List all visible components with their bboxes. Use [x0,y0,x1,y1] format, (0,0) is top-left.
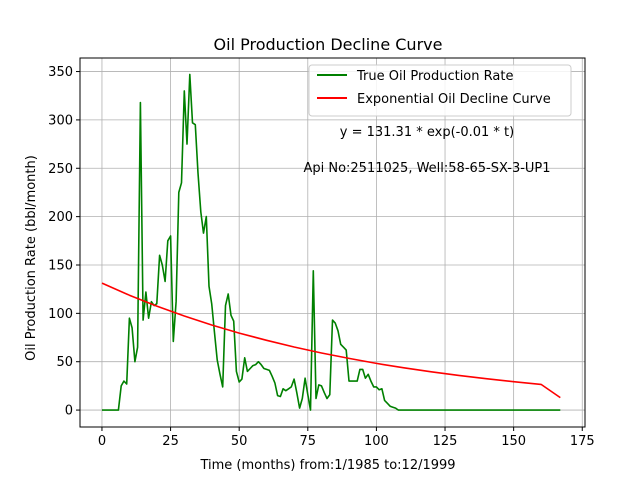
x-axis-ticks: 0 25 50 75 100 125 150 175 [98,427,595,449]
annotation-equation: y = 131.31 * exp(-0.01 * t) [340,125,514,140]
series-true-oil-rate [102,73,561,411]
y-tick-label: 250 [48,162,73,177]
x-tick-label: 125 [433,434,458,449]
legend-label-decline-curve: Exponential Oil Decline Curve [357,92,551,107]
legend-box [308,64,572,117]
x-tick-label: 25 [162,434,179,449]
chart-title: Oil Production Decline Curve [214,35,443,54]
y-tick-label: 50 [56,355,73,370]
y-tick-label: 150 [48,258,73,273]
legend: True Oil Production Rate Exponential Oil… [308,64,572,117]
y-axis-label: Oil Production Rate (bbl/month) [24,155,39,361]
plot-frame [79,57,586,428]
x-tick-label: 75 [300,434,317,449]
series-exponential-decline [101,282,561,399]
annotation-well: Api No:2511025, Well:58-65-SX-3-UP1 [303,161,550,176]
x-axis-label: Time (months) from:1/1985 to:12/1999 [199,458,455,473]
x-tick-label: 100 [364,434,389,449]
gridlines [80,58,585,427]
x-tick-label: 150 [501,434,526,449]
x-tick-label: 175 [570,434,595,449]
series-layer [101,73,561,411]
y-tick-label: 350 [48,65,73,80]
x-tick-label: 0 [98,434,106,449]
y-tick-label: 100 [48,307,73,322]
y-tick-label: 0 [65,404,73,419]
x-tick-label: 50 [231,434,248,449]
y-tick-label: 200 [48,210,73,225]
legend-label-true-rate: True Oil Production Rate [356,69,513,84]
y-axis-ticks: 0 50 100 150 200 250 300 350 [48,65,80,419]
y-tick-label: 300 [48,113,73,128]
